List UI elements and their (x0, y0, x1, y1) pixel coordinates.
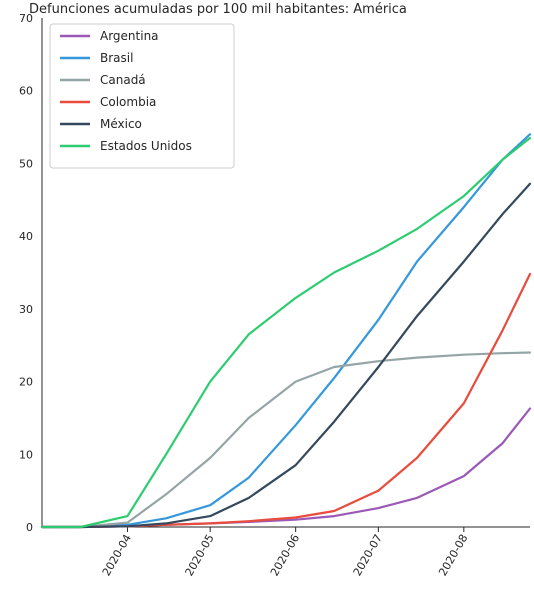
legend-label-brasil: Brasil (100, 51, 133, 65)
legend-label-mexico: México (100, 117, 142, 131)
series-line-argentina (40, 407, 532, 529)
legend-label-argentina: Argentina (100, 29, 159, 43)
y-tick-label: 60 (19, 85, 33, 98)
x-tick-label: 2020-08 (436, 532, 470, 578)
y-tick-label: 10 (19, 448, 33, 461)
legend-label-estados-unidos: Estados Unidos (100, 139, 192, 153)
y-tick-label: 20 (19, 376, 33, 389)
x-tick-label: 2020-04 (100, 532, 134, 578)
series-line-canada (40, 351, 532, 529)
y-tick-label: 0 (26, 521, 33, 534)
legend: Argentina Brasil Canadá Colombia México Estad… (49, 23, 235, 169)
x-tick-label: 2020-06 (268, 532, 302, 578)
x-tick-label: 2020-05 (183, 532, 217, 578)
y-tick-label: 70 (19, 12, 33, 25)
series-group (40, 133, 532, 529)
series-line-estados-unidos (40, 136, 532, 529)
y-tick-label: 50 (19, 157, 33, 170)
series-line-mexico (40, 182, 532, 529)
series-line-colombia (40, 272, 532, 529)
y-tick-label: 40 (19, 230, 33, 243)
chart-title: Defunciones acumuladas por 100 mil habit… (29, 2, 407, 17)
series-line-brasil (40, 133, 532, 529)
x-tick-label: 2020-07 (351, 532, 385, 578)
legend-label-colombia: Colombia (100, 95, 156, 109)
legend-box (49, 23, 235, 169)
y-tick-label: 30 (19, 303, 33, 316)
legend-label-canada: Canadá (100, 73, 146, 87)
